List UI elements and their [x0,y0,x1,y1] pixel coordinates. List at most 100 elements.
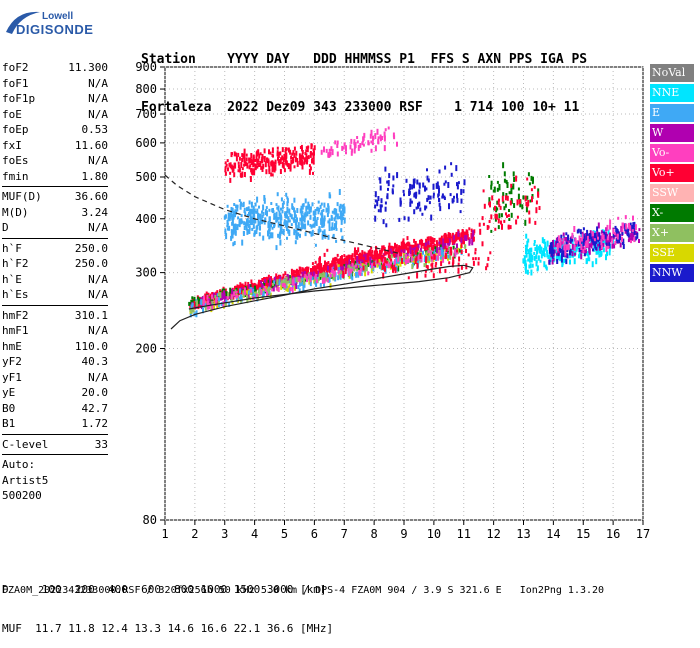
echo-point [271,285,274,291]
echo-point [248,200,251,205]
echo-point [490,180,493,186]
echo-point [567,244,570,250]
echo-point [488,220,491,223]
echo-point [362,137,365,141]
echo-point [235,294,238,299]
echo-point [341,236,344,240]
param-name: M(D) [2,205,29,219]
echo-point [385,223,388,228]
echo-point [303,157,306,164]
echo-point [467,237,470,241]
echo-point [429,195,432,200]
echo-point [265,206,268,210]
echo-point [308,273,311,278]
echo-point [490,184,493,190]
echo-point [634,236,637,241]
echo-point [403,216,406,221]
echo-point [281,155,284,161]
y-tick-label: 900 [135,60,157,74]
echo-point [366,255,369,259]
echo-point [324,260,326,265]
echo-point [314,275,317,280]
logo-brand-bottom: DIGISONDE [16,22,94,37]
echo-point [627,229,630,233]
echo-point [245,157,248,162]
muf-distance-table: D 100 200 400 600 800 1000 1500 3000 [km… [2,557,333,648]
echo-point [319,204,322,209]
echo-point [226,220,229,224]
echo-point [261,166,264,172]
echo-point [446,244,449,250]
echo-point [288,219,291,223]
echo-point [264,217,267,221]
echo-point [413,238,416,243]
echo-point [586,251,589,257]
echo-point [341,255,343,260]
echo-point [387,253,390,258]
echo-point [258,153,261,159]
echo-point [241,158,244,162]
echo-point [275,284,278,288]
echo-point [268,149,270,155]
echo-point [303,279,305,285]
echo-point [204,303,207,308]
echo-point [611,243,614,249]
echo-point [309,223,312,227]
echo-point [246,213,249,217]
echo-point [293,210,296,216]
echo-point [587,243,590,249]
param-name: foEs [2,154,29,167]
echo-point [334,140,337,145]
param-name: h`Es [2,288,29,301]
param-value: N/A [88,221,108,234]
echo-point [613,232,616,236]
echo-point [265,282,268,289]
echo-point [287,280,290,284]
echo-point [370,140,373,144]
echo-point [258,221,261,226]
param-value: 0.53 [81,123,109,136]
echo-point [320,266,323,273]
echo-point [304,211,307,215]
echo-point [229,287,232,294]
echo-point [377,138,380,144]
echo-point [569,249,571,256]
echo-point [323,282,325,287]
echo-point [602,248,605,253]
echo-point [252,205,255,212]
echo-point [489,251,492,255]
echo-point [600,230,603,235]
echo-point [258,232,261,237]
echo-point [246,162,249,169]
echo-point [282,200,285,205]
echo-point [356,140,359,144]
echo-point [458,256,461,262]
echo-point [577,241,580,247]
echo-point [527,249,530,255]
echo-point [457,231,460,237]
param-value: 42.7 [81,401,109,415]
echo-point [465,229,468,235]
echo-point [252,162,255,168]
echo-point [299,268,302,274]
param-row: yE 20.0 [2,385,108,401]
echo-point [478,222,481,227]
echo-point [267,158,270,162]
echo-point [248,212,250,216]
echo-point [319,282,322,287]
echo-point [460,237,463,244]
echo-point [580,253,583,260]
echo-point [534,247,537,252]
echo-point [252,223,255,229]
echo-point [450,250,453,256]
echo-point [309,166,312,171]
echo-point [528,253,531,259]
echo-point [456,243,458,249]
x-tick-label: 13 [516,527,530,541]
echo-point [458,238,461,242]
echo-point [591,231,594,237]
param-name: foF1p [2,92,36,105]
echo-point [202,295,205,301]
echo-point [453,248,456,254]
echo-point [558,255,561,261]
